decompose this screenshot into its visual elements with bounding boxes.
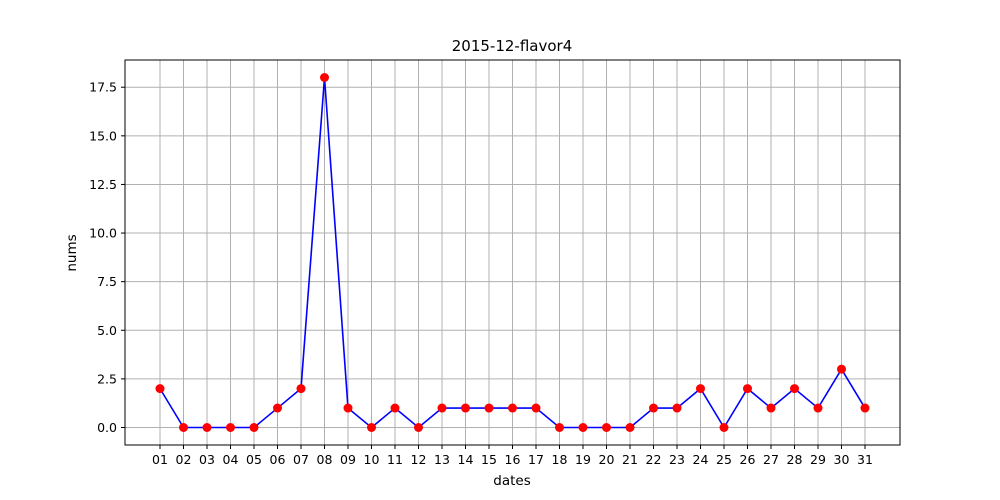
data-point bbox=[461, 403, 470, 413]
series-layer bbox=[155, 73, 870, 432]
x-tick-label: 30 bbox=[834, 452, 850, 467]
y-tick-label: 2.5 bbox=[97, 371, 117, 386]
x-tick-label: 23 bbox=[669, 452, 685, 467]
x-tick-label: 11 bbox=[387, 452, 403, 467]
data-point bbox=[249, 423, 259, 432]
chart-title: 2015-12-flavor4 bbox=[452, 37, 573, 55]
x-tick-label: 06 bbox=[270, 452, 286, 467]
x-tick-label: 01 bbox=[152, 452, 168, 467]
x-tick-label: 20 bbox=[599, 452, 615, 467]
x-tick-label: 15 bbox=[481, 452, 497, 467]
data-point bbox=[414, 423, 423, 432]
data-point bbox=[390, 403, 400, 413]
x-tick-label: 07 bbox=[293, 452, 309, 467]
y-tick-label: 17.5 bbox=[89, 80, 117, 95]
data-point bbox=[155, 384, 165, 394]
data-point bbox=[202, 423, 212, 432]
y-tick-label: 10.0 bbox=[89, 226, 117, 241]
data-point bbox=[437, 403, 447, 413]
x-tick-label: 08 bbox=[317, 452, 333, 467]
data-point bbox=[578, 423, 588, 432]
x-tick-label: 27 bbox=[763, 452, 779, 467]
x-tick-label: 18 bbox=[552, 452, 568, 467]
data-point bbox=[296, 384, 306, 394]
x-tick-label: 22 bbox=[646, 452, 662, 467]
x-tick-label: 10 bbox=[364, 452, 380, 467]
y-tick-label: 5.0 bbox=[97, 323, 117, 338]
x-tick-label: 14 bbox=[458, 452, 474, 467]
data-point bbox=[531, 403, 541, 413]
data-point bbox=[602, 423, 611, 432]
data-point bbox=[484, 403, 494, 413]
data-point bbox=[743, 384, 752, 394]
data-point bbox=[766, 403, 776, 413]
data-point bbox=[696, 384, 705, 394]
data-point bbox=[555, 423, 564, 432]
tick-layer: 01 02 03 04 05 06 07 08 09 10 11 12 13 14 15 16 17 18 19 20… bbox=[89, 80, 873, 467]
y-axis-label: nums bbox=[64, 234, 80, 271]
y-tick-label: 15.0 bbox=[89, 128, 117, 143]
x-tick-label: 05 bbox=[246, 452, 262, 467]
x-tick-label: 13 bbox=[434, 452, 450, 467]
data-point bbox=[790, 384, 799, 394]
x-tick-label: 26 bbox=[740, 452, 756, 467]
x-tick-label: 02 bbox=[176, 452, 192, 467]
x-tick-label: 03 bbox=[199, 452, 215, 467]
x-axis-label: dates bbox=[493, 473, 530, 489]
x-tick-label: 17 bbox=[528, 452, 544, 467]
x-tick-label: 09 bbox=[340, 452, 356, 467]
x-tick-label: 29 bbox=[810, 452, 826, 467]
data-point bbox=[226, 423, 235, 432]
data-point bbox=[672, 403, 682, 413]
data-point bbox=[320, 73, 329, 82]
y-tick-label: 0.0 bbox=[97, 420, 117, 435]
data-point bbox=[273, 403, 282, 413]
x-tick-label: 25 bbox=[716, 452, 732, 467]
grid-layer bbox=[125, 60, 900, 445]
x-tick-label: 31 bbox=[857, 452, 873, 467]
data-point bbox=[625, 423, 635, 432]
data-point bbox=[508, 403, 517, 413]
x-tick-label: 16 bbox=[505, 452, 521, 467]
x-tick-label: 19 bbox=[575, 452, 591, 467]
x-tick-label: 04 bbox=[223, 452, 239, 467]
data-point bbox=[837, 364, 846, 374]
data-point bbox=[719, 423, 729, 432]
x-tick-label: 24 bbox=[693, 452, 709, 467]
data-point bbox=[367, 423, 376, 432]
x-tick-label: 28 bbox=[787, 452, 803, 467]
data-point bbox=[179, 423, 188, 432]
y-tick-label: 12.5 bbox=[89, 177, 117, 192]
data-point bbox=[343, 403, 353, 413]
data-point bbox=[813, 403, 823, 413]
y-tick-label: 7.5 bbox=[97, 274, 117, 289]
data-point bbox=[860, 403, 870, 413]
x-tick-label: 12 bbox=[411, 452, 427, 467]
data-point bbox=[649, 403, 658, 413]
x-tick-label: 21 bbox=[622, 452, 638, 467]
